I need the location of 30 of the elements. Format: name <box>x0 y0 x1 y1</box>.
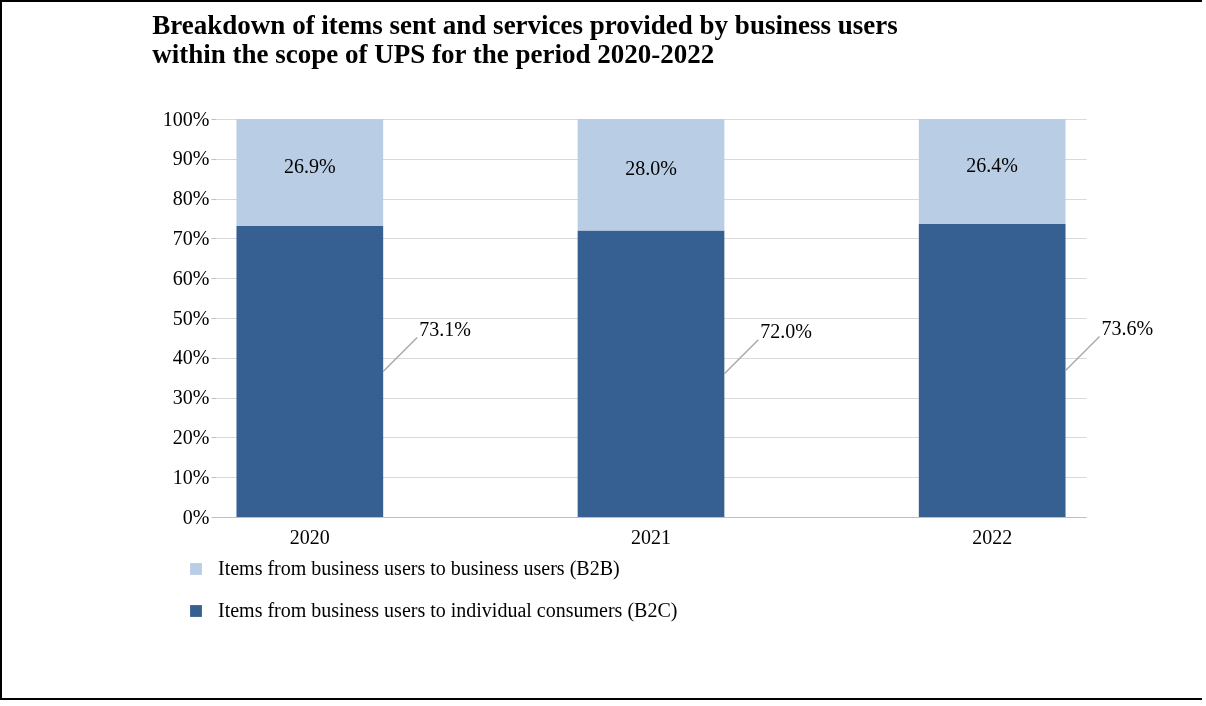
data-label: 72.0% <box>760 319 813 342</box>
bar <box>236 119 384 227</box>
bar <box>918 224 1066 517</box>
data-label: 26.9% <box>283 154 336 177</box>
bar <box>918 119 1066 225</box>
y-tick-label: 80% <box>172 187 210 210</box>
y-tick-label: 100% <box>162 107 210 130</box>
bar <box>577 119 725 231</box>
y-tick-label: 0% <box>182 505 210 528</box>
y-tick-label: 40% <box>172 346 210 369</box>
x-tick-label: 2022 <box>972 525 1013 548</box>
data-label: 28.0% <box>625 156 677 179</box>
bar <box>577 230 725 517</box>
y-tick-label: 50% <box>172 306 210 329</box>
y-tick-label: 10% <box>172 465 210 488</box>
data-label: 73.6% <box>1101 316 1154 339</box>
y-tick-label: 90% <box>172 147 210 170</box>
y-tick-label: 70% <box>172 226 210 249</box>
y-tick-label: 30% <box>172 386 210 409</box>
legend-label: Items from business users to business users (B2B) <box>218 557 620 580</box>
text: within the scope of UPS for the period 2020-2022 <box>152 39 715 69</box>
x-tick-label: 2021 <box>631 525 671 548</box>
bar <box>236 226 384 517</box>
text: Breakdown of items sent and services provided by business users <box>152 10 898 40</box>
data-label: 26.4% <box>966 153 1019 176</box>
y-tick-label: 60% <box>172 266 210 289</box>
legend-label: Items from business users to individual consumers (B2C) <box>218 599 678 622</box>
data-label: 73.1% <box>419 317 471 340</box>
x-tick-label: 2020 <box>289 525 330 548</box>
y-tick-label: 20% <box>172 425 210 448</box>
